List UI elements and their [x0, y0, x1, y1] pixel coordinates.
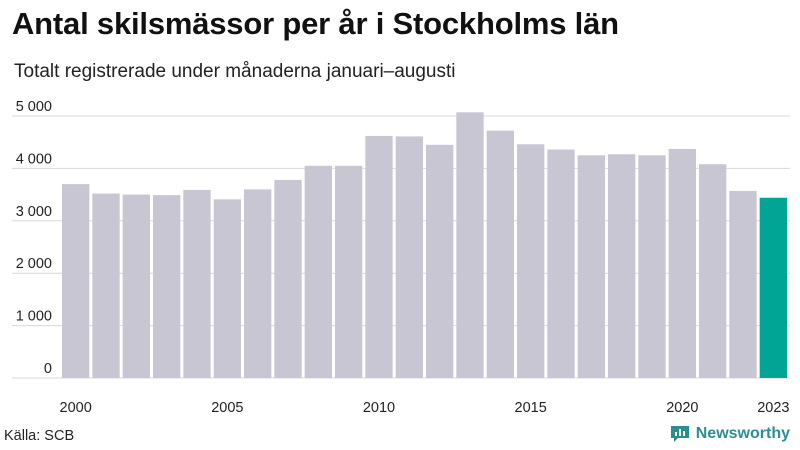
x-tick-label: 2015: [515, 400, 547, 416]
x-tick-label: 2005: [211, 400, 243, 416]
bar-2009: [335, 165, 363, 378]
x-tick-label: 2010: [363, 400, 395, 416]
x-axis-labels: 2000 2005 2010 2015 2020 2023: [60, 400, 790, 416]
brand-logo: Newsworthy: [670, 425, 790, 443]
bar-2022: [729, 190, 757, 378]
bar-2019: [638, 155, 666, 378]
x-tick-label: 2023: [757, 400, 789, 416]
chart-title: Antal skilsmässor per år i Stockholms lä…: [12, 6, 619, 41]
newsworthy-logo-icon: [670, 426, 689, 442]
bar-2000: [62, 184, 90, 378]
bar-2005: [213, 199, 241, 378]
bar-2007: [274, 179, 302, 378]
y-tick-label: 3 000: [16, 204, 52, 220]
bar-2014: [486, 130, 514, 378]
y-tick-label: 2 000: [16, 256, 52, 272]
y-tick-label: 1 000: [16, 309, 52, 325]
bar-2021: [699, 164, 727, 378]
y-axis-labels: 0 1 000 2 000 3 000 4 000 5 000: [16, 99, 52, 377]
bar-2017: [577, 155, 605, 378]
bar-2001: [92, 193, 120, 378]
bar-2015: [517, 144, 545, 378]
source-note: Källa: SCB: [4, 428, 75, 444]
x-tick-label: 2020: [666, 400, 698, 416]
bar-2023: [759, 197, 787, 378]
bars: [62, 112, 787, 378]
brand-name: Newsworthy: [695, 425, 790, 442]
bar-2012: [426, 144, 454, 378]
bar-2004: [183, 189, 211, 378]
bar-2006: [244, 189, 272, 378]
bar-2013: [456, 112, 484, 378]
bar-2018: [608, 154, 636, 378]
x-tick-label: 2000: [60, 400, 92, 416]
bar-2011: [395, 136, 423, 378]
bar-2008: [304, 165, 332, 378]
bar-2020: [668, 149, 696, 378]
bar-2002: [122, 194, 150, 378]
bar-2010: [365, 135, 393, 378]
y-tick-label: 0: [44, 361, 52, 377]
chart-subtitle: Totalt registrerade under månaderna janu…: [14, 61, 456, 82]
y-tick-label: 5 000: [16, 99, 52, 115]
bar-2003: [153, 195, 181, 378]
bar-2016: [547, 149, 575, 378]
y-tick-label: 4 000: [16, 151, 52, 167]
